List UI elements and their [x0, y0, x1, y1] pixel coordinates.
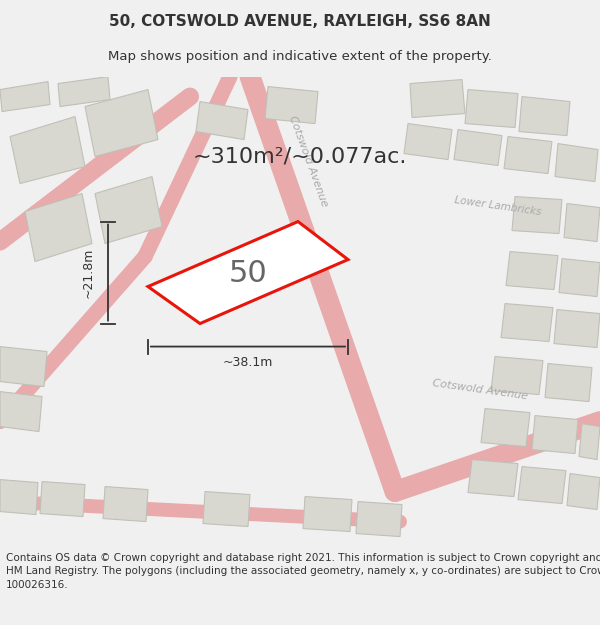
Text: 50, COTSWOLD AVENUE, RAYLEIGH, SS6 8AN: 50, COTSWOLD AVENUE, RAYLEIGH, SS6 8AN	[109, 14, 491, 29]
Polygon shape	[25, 194, 92, 261]
Polygon shape	[555, 144, 598, 181]
Polygon shape	[0, 81, 50, 111]
Polygon shape	[518, 466, 566, 504]
Polygon shape	[196, 101, 248, 139]
Polygon shape	[0, 346, 47, 386]
Polygon shape	[501, 304, 553, 341]
Polygon shape	[454, 129, 502, 166]
Polygon shape	[148, 221, 348, 324]
Polygon shape	[40, 481, 85, 516]
Polygon shape	[303, 496, 352, 531]
Polygon shape	[265, 86, 318, 124]
Polygon shape	[465, 89, 518, 127]
Text: ~38.1m: ~38.1m	[223, 356, 273, 369]
Polygon shape	[481, 409, 530, 446]
Polygon shape	[85, 89, 158, 156]
Polygon shape	[103, 486, 148, 521]
Polygon shape	[356, 501, 402, 536]
Polygon shape	[203, 491, 250, 526]
Polygon shape	[532, 416, 578, 454]
Polygon shape	[404, 124, 452, 159]
Text: ~21.8m: ~21.8m	[82, 248, 95, 298]
Text: Cotswold Avenue: Cotswold Avenue	[431, 378, 529, 401]
Polygon shape	[95, 176, 162, 244]
Text: 50: 50	[229, 259, 268, 288]
Polygon shape	[0, 479, 38, 514]
Polygon shape	[58, 76, 110, 106]
Polygon shape	[579, 424, 600, 459]
Text: Contains OS data © Crown copyright and database right 2021. This information is : Contains OS data © Crown copyright and d…	[6, 553, 600, 589]
Polygon shape	[491, 356, 543, 394]
Polygon shape	[410, 79, 465, 118]
Polygon shape	[559, 259, 600, 296]
Text: ~310m²/~0.077ac.: ~310m²/~0.077ac.	[193, 146, 407, 166]
Polygon shape	[506, 251, 558, 289]
Polygon shape	[468, 459, 518, 496]
Polygon shape	[504, 136, 552, 174]
Polygon shape	[545, 364, 592, 401]
Polygon shape	[554, 309, 600, 348]
Polygon shape	[10, 116, 85, 184]
Text: Lower Lambricks: Lower Lambricks	[454, 196, 542, 218]
Text: Map shows position and indicative extent of the property.: Map shows position and indicative extent…	[108, 50, 492, 62]
Polygon shape	[519, 96, 570, 136]
Polygon shape	[567, 474, 600, 509]
Polygon shape	[512, 196, 562, 234]
Polygon shape	[564, 204, 600, 241]
Polygon shape	[0, 391, 42, 431]
Text: Cotswold Avenue: Cotswold Avenue	[287, 114, 329, 209]
